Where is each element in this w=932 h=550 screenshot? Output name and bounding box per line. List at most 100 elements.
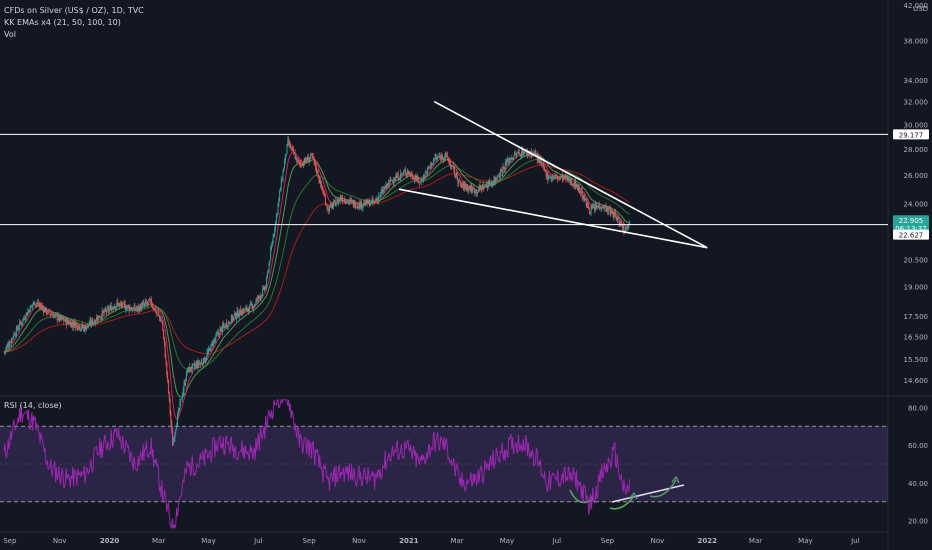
- rsi-trendline[interactable]: [611, 484, 685, 503]
- candle-body: [484, 183, 486, 188]
- price-candle: [24, 315, 26, 321]
- price-tick-label: 34.000: [904, 77, 929, 85]
- curved-arrow-annotation[interactable]: [609, 491, 638, 510]
- price-candle: [423, 174, 425, 180]
- candle-body: [251, 304, 253, 306]
- curved-arrow-annotation[interactable]: [649, 475, 680, 498]
- price-candle: [561, 174, 563, 178]
- candle-body: [513, 153, 515, 157]
- resistance-price-tag[interactable]: 29.177: [893, 129, 929, 140]
- price-candle: [578, 184, 580, 194]
- candle-body: [338, 199, 340, 201]
- price-candle: [280, 175, 282, 192]
- candle-body: [168, 391, 170, 400]
- candle-body: [557, 177, 559, 179]
- price-candle: [294, 149, 296, 161]
- price-candle: [77, 325, 79, 331]
- price-candle: [311, 153, 313, 157]
- price-candle: [131, 306, 133, 311]
- candle-body: [627, 226, 629, 228]
- drawing-layer[interactable]: [0, 100, 888, 510]
- candle-body: [273, 234, 275, 237]
- lower-trendline[interactable]: [398, 188, 708, 249]
- price-candle: [353, 199, 355, 208]
- price-candle: [19, 318, 21, 330]
- candle-body: [603, 205, 605, 209]
- price-candle: [410, 170, 412, 177]
- time-tick-label: Nov: [352, 537, 366, 545]
- candle-body: [276, 213, 278, 216]
- price-candle: [100, 316, 102, 320]
- price-candle: [208, 345, 210, 356]
- price-candle: [297, 158, 299, 164]
- price-candle: [154, 306, 156, 313]
- candle-body: [519, 153, 521, 156]
- rsi-tick-label: 80.00: [908, 404, 928, 412]
- candle-body: [495, 177, 497, 179]
- candle-body: [625, 227, 627, 233]
- candle-body: [219, 328, 221, 335]
- price-candle: [290, 144, 292, 152]
- price-candle: [308, 156, 310, 166]
- price-candle: [589, 212, 591, 215]
- price-candle: [143, 299, 145, 306]
- candle-body: [389, 179, 391, 182]
- upper-trendline[interactable]: [433, 100, 708, 249]
- price-candle: [351, 197, 353, 205]
- price-candle: [293, 146, 295, 156]
- price-candle: [28, 309, 30, 314]
- candle-body: [119, 303, 121, 304]
- candle-body: [112, 307, 114, 309]
- price-candle: [403, 169, 405, 176]
- price-candle: [480, 184, 482, 190]
- price-candle: [128, 304, 130, 315]
- candle-body: [408, 171, 410, 174]
- candle-body: [330, 204, 332, 206]
- symbol-title[interactable]: CFDs on Silver (US$ / OZ), 1D, TVC: [4, 6, 144, 15]
- candle-body: [103, 311, 105, 313]
- candle-body: [365, 200, 367, 206]
- candle-body: [218, 334, 220, 335]
- candle-body: [212, 341, 214, 346]
- candle-body: [325, 204, 327, 206]
- candle-body: [441, 155, 443, 160]
- rsi-indicator-title[interactable]: RSI (14, close): [4, 401, 62, 410]
- candle-body: [561, 175, 563, 177]
- price-candle: [106, 306, 108, 313]
- volume-indicator-title[interactable]: Vol: [4, 30, 16, 39]
- candle-body: [331, 204, 333, 209]
- candle-body: [354, 200, 356, 208]
- price-candle: [428, 166, 430, 170]
- candle-body: [48, 310, 50, 311]
- price-candle: [365, 200, 367, 207]
- time-tick-label: May: [798, 537, 812, 545]
- support-price-tag[interactable]: 22.627: [893, 229, 929, 240]
- price-candle: [436, 154, 438, 161]
- price-candle: [131, 307, 133, 313]
- price-candle: [602, 204, 604, 210]
- price-candle: [189, 362, 191, 374]
- candle-body: [489, 180, 491, 185]
- candle-body: [342, 200, 344, 202]
- candle-body: [61, 317, 63, 319]
- candle-body: [288, 140, 290, 145]
- price-candle: [357, 206, 359, 209]
- candle-body: [611, 212, 613, 214]
- price-candle: [177, 407, 179, 419]
- price-candle: [172, 426, 174, 446]
- price-candle: [372, 195, 374, 207]
- price-candle: [115, 305, 117, 311]
- price-candle: [94, 318, 96, 325]
- candle-body: [151, 305, 153, 307]
- ema-indicator-title[interactable]: KK EMAs x4 (21, 50, 100, 10): [4, 18, 121, 27]
- price-candle: [303, 158, 305, 167]
- price-candle: [92, 321, 94, 326]
- candle-body: [275, 221, 277, 230]
- price-candle: [502, 162, 504, 177]
- candle-body: [199, 363, 201, 365]
- price-candle: [60, 314, 62, 322]
- candle-body: [80, 328, 82, 330]
